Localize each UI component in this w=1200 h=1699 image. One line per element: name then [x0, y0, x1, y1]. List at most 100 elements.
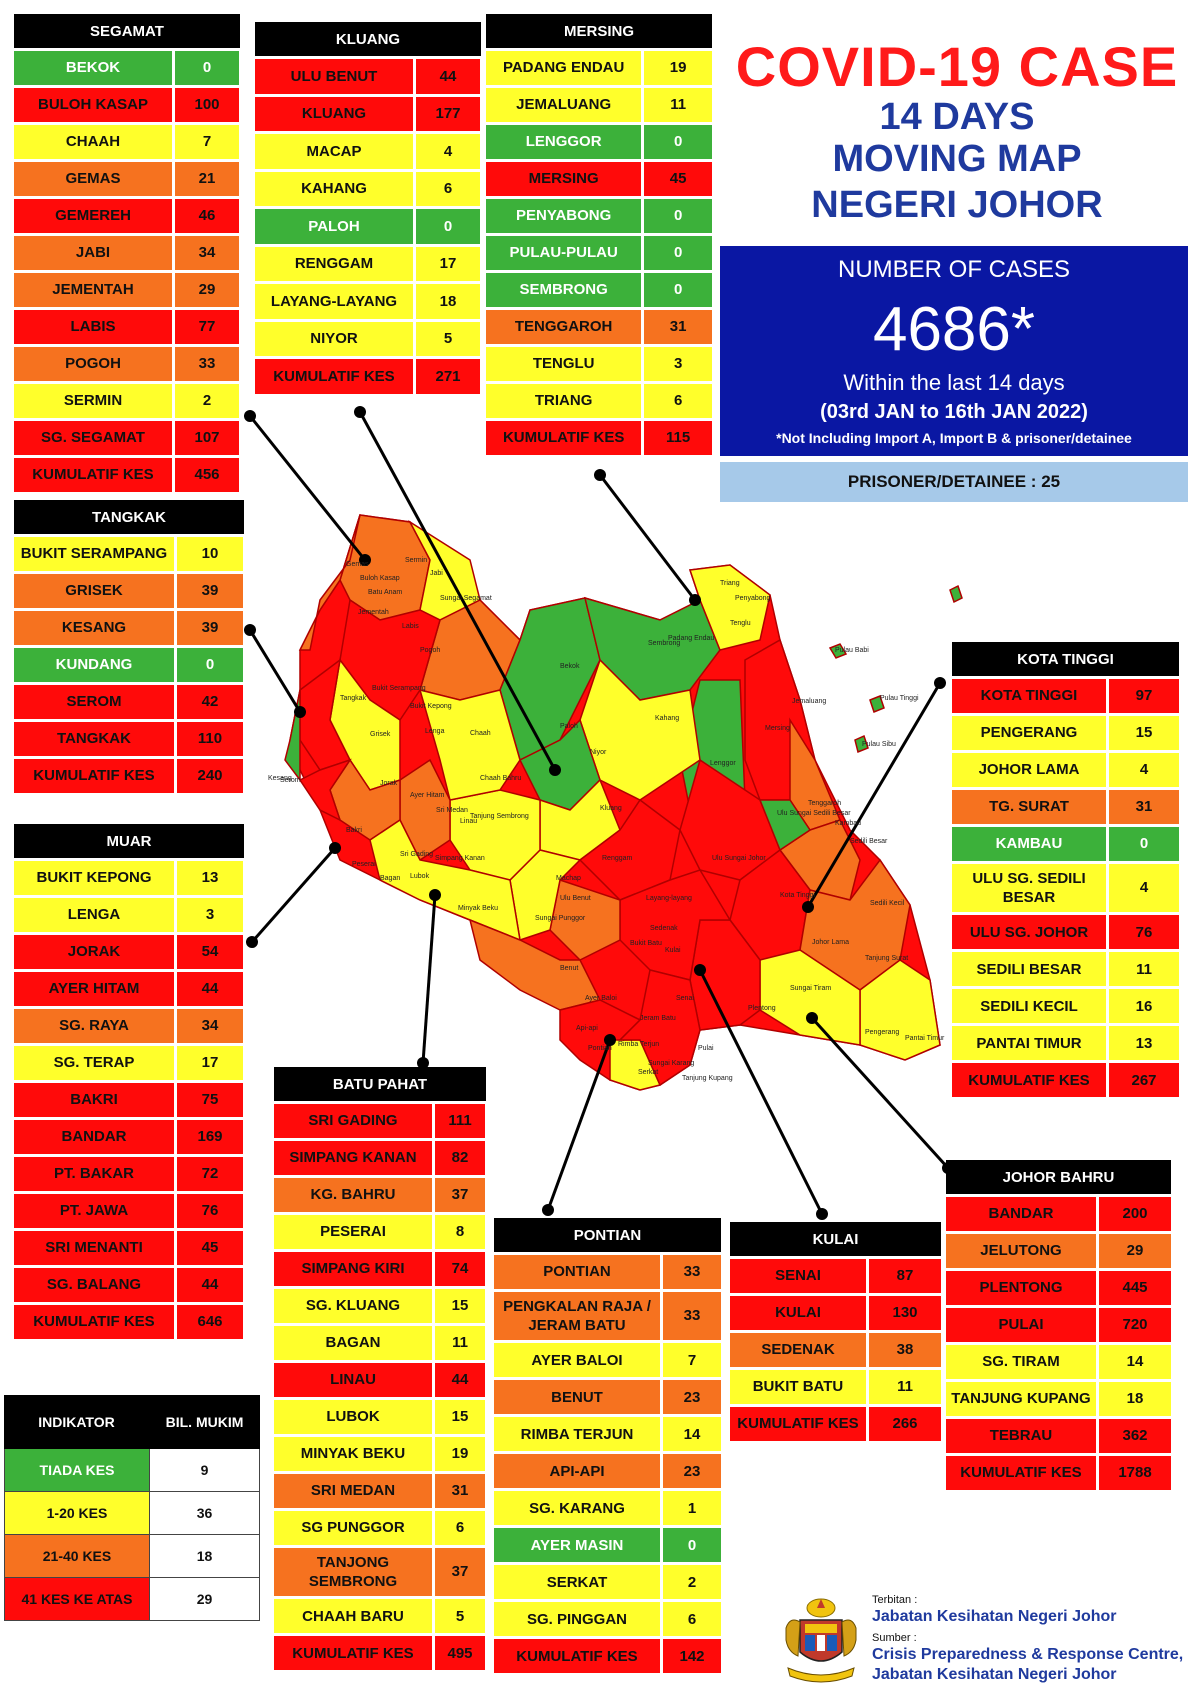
mukim-cases: 72	[177, 1157, 243, 1191]
mukim-name: SEDILI BESAR	[952, 952, 1106, 987]
mukim-name: SEDENAK	[730, 1333, 866, 1367]
indicator-legend: INDIKATOR BIL. MUKIM TIADA KES 9 1-20 KES 3…	[4, 1395, 260, 1621]
table-row: BANDAR 169	[14, 1120, 244, 1154]
sumber-label: Sumber :	[872, 1632, 917, 1644]
table-row: GEMAS 21	[14, 162, 240, 196]
mukim-cases: 271	[416, 359, 480, 394]
table-row: PENYABONG 0	[486, 199, 712, 233]
mukim-cases: 45	[177, 1231, 243, 1265]
table-row: LABIS 77	[14, 310, 240, 344]
mukim-name: SEROM	[14, 685, 174, 719]
mukim-name: LUBOK	[274, 1400, 432, 1434]
mukim-name: TEBRAU	[946, 1419, 1096, 1453]
terbitan-label: Terbitan :	[872, 1594, 918, 1606]
coat-of-arms-icon	[785, 1598, 857, 1683]
leader-dot	[802, 901, 814, 913]
table-row: KG. BAHRU 37	[274, 1178, 486, 1212]
mukim-cases: 19	[435, 1437, 485, 1471]
table-row: SERMIN 2	[14, 384, 240, 418]
mukim-cases: 15	[435, 1400, 485, 1434]
table-row: SG. BALANG 44	[14, 1268, 244, 1302]
mukim-cases: 456	[175, 458, 239, 492]
table-row: SG. RAYA 34	[14, 1009, 244, 1043]
region-renggam	[449, 789, 541, 881]
table-row: LENGGOR 0	[486, 125, 712, 159]
region-chaah-bahru	[399, 758, 451, 862]
mukim-name: KUMULATIF KES	[255, 359, 413, 394]
region-tenggaroh	[789, 717, 842, 831]
table-row: PONTIAN 33	[494, 1255, 721, 1289]
mukim-name: SG. SEGAMAT	[14, 421, 172, 455]
leader-line	[250, 847, 337, 943]
district-table-batu-pahat: BATU PAHAT SRI GADING 111 SIMPANG KANAN 82 KG…	[274, 1067, 486, 1674]
leader-line	[248, 629, 302, 713]
table-row: PADANG ENDAU 19	[486, 51, 712, 85]
mukim-name: KUMULATIF KES	[946, 1456, 1096, 1490]
leader-dot	[594, 469, 606, 481]
mukim-name: BANDAR	[946, 1197, 1096, 1231]
mukim-cases: 76	[177, 1194, 243, 1228]
region-kundang	[284, 689, 301, 783]
table-row: SIMPANG KIRI 74	[274, 1252, 486, 1286]
region-mersing	[744, 638, 816, 801]
mukim-name: BAGAN	[274, 1326, 432, 1360]
mukim-cases: 21	[175, 162, 239, 196]
map-place-label: Serom	[280, 777, 301, 784]
mukim-cases: 44	[435, 1363, 485, 1397]
legend-label: TIADA KES	[5, 1449, 150, 1491]
mukim-name: PULAI	[946, 1308, 1096, 1342]
mukim-name: GEMEREH	[14, 199, 172, 233]
mukim-name: BANDAR	[14, 1120, 174, 1154]
map-place-label: Tanjung Surat	[865, 955, 908, 962]
table-row: KUNDANG 0	[14, 648, 244, 682]
region-pantai-timur	[799, 858, 911, 991]
mukim-cases: 75	[177, 1083, 243, 1117]
legend-row: 21-40 KES 18	[4, 1535, 260, 1578]
mukim-name: SRI MEDAN	[274, 1474, 432, 1508]
table-row: CHAAH BARU 5	[274, 1599, 486, 1634]
map-place-label: Pulai	[698, 1045, 714, 1052]
leader-dot	[549, 764, 561, 776]
mukim-name: AYER BALOI	[494, 1343, 660, 1378]
map-place-label: Peserai	[352, 861, 376, 868]
cases-note: *Not Including Import A, Import B & pris…	[776, 430, 1132, 446]
mukim-name: SEDILI KECIL	[952, 989, 1106, 1024]
mukim-cases: 46	[175, 199, 239, 233]
mukim-name: KUMULATIF KES	[14, 458, 172, 492]
mukim-cases: 4	[1109, 753, 1179, 787]
mukim-name: PENGERANG	[952, 716, 1106, 750]
mukim-cases: 38	[869, 1333, 941, 1367]
table-row: PENGKALAN RAJA / JERAM BATU 33	[494, 1292, 721, 1341]
table-row: SG. KARANG 1	[494, 1491, 721, 1526]
mukim-name: KUMULATIF KES	[952, 1063, 1106, 1098]
mukim-name: KESANG	[14, 611, 174, 645]
region-johor-bahru-bandar	[618, 969, 701, 1087]
table-row: ULU SG. JOHOR 76	[952, 915, 1179, 950]
map-place-label: Sedili Besar	[850, 838, 888, 845]
table-row: SRI MEDAN 31	[274, 1474, 486, 1508]
table-row: AYER BALOI 7	[494, 1343, 721, 1378]
map-place-label: Api-api	[576, 1025, 598, 1032]
table-row: ULU SG. SEDILI BESAR 4	[952, 864, 1179, 913]
region-kahang	[579, 658, 701, 801]
map-place-label: Penyabong	[735, 595, 771, 602]
table-row: NIYOR 5	[255, 321, 481, 356]
leader-dot	[429, 889, 441, 901]
map-place-label: Grisek	[370, 731, 391, 738]
mukim-cases: 6	[435, 1511, 485, 1545]
map-place-label: Kahang	[655, 715, 679, 722]
mukim-name: SERKAT	[494, 1565, 660, 1600]
region-johor-lama	[759, 949, 861, 1046]
mukim-cases: 33	[175, 347, 239, 381]
leader-dot	[689, 594, 701, 606]
mukim-cases: 5	[435, 1599, 485, 1634]
region-tangkak	[299, 658, 352, 771]
page-subtitle-3: NEGERI JOHOR	[811, 184, 1103, 226]
region-paloh	[518, 718, 601, 811]
mukim-name: LABIS	[14, 310, 172, 344]
mukim-name: KUMULATIF KES	[14, 759, 174, 793]
table-row: PENGERANG 15	[952, 716, 1179, 750]
mukim-cases: 720	[1099, 1308, 1171, 1342]
island-2	[828, 643, 848, 659]
leader-dot	[542, 1204, 554, 1216]
